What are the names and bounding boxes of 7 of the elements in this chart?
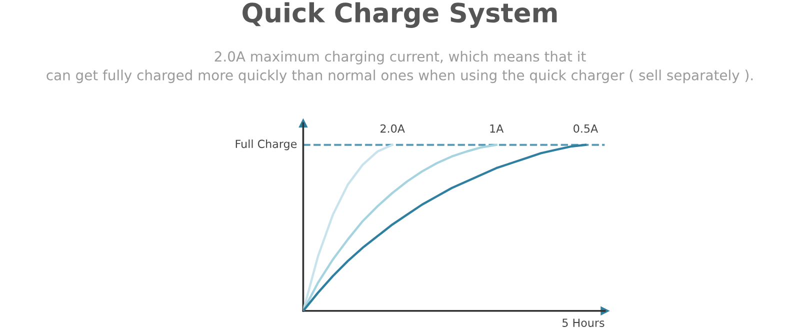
series-label: 0.5A xyxy=(574,124,598,133)
chart-subtitle: 2.0A maximum charging current, which means that it can get fully charged more quickly than normal ones when using the quick charger ( sell separately ). xyxy=(46,50,753,84)
chart-title: Quick Charge System xyxy=(242,2,557,28)
series-label: 1A xyxy=(490,124,504,133)
x-axis-title: 5 Hours xyxy=(562,318,604,327)
series-label: 2.0A xyxy=(380,124,405,133)
ref-line-label: Full Charge xyxy=(236,139,297,150)
